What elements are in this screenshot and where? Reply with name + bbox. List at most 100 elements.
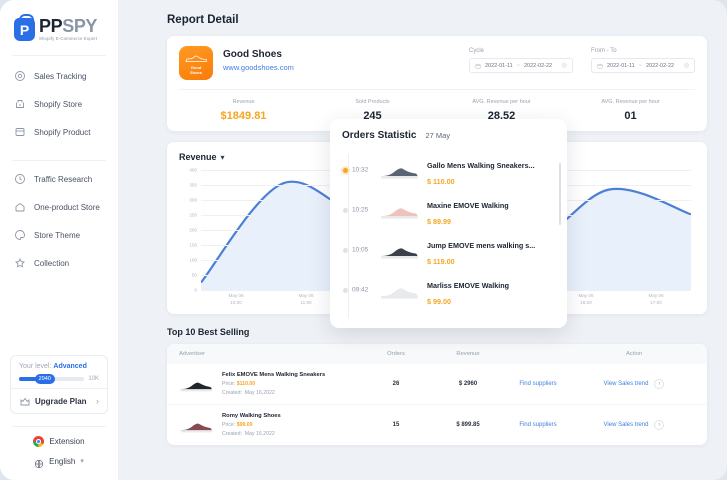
find-suppliers-link[interactable]: Find suppliers xyxy=(519,381,557,388)
order-price: $ 89.99 xyxy=(427,216,451,226)
extension-link[interactable]: Extension xyxy=(0,427,118,456)
order-time: 10:32 xyxy=(352,166,369,174)
sidebar-item-shopify-store[interactable]: Shopify Store xyxy=(0,90,118,118)
plan-progress-max: 10K xyxy=(88,376,99,382)
chrome-icon xyxy=(33,436,45,447)
sidebar-item-store-theme[interactable]: Store Theme xyxy=(0,221,118,249)
product-thumbnail xyxy=(179,414,213,436)
shoe-thumbnail-icon xyxy=(380,288,419,299)
product-info: Felix EMOVE Mens Walking Sneakers Price: … xyxy=(222,372,325,396)
shop-url-link[interactable]: www.goodshoes.com xyxy=(223,63,294,72)
find-suppliers-link[interactable]: Find suppliers xyxy=(519,422,557,429)
sidebar-item-label: Traffic Research xyxy=(34,174,93,184)
chart-y-tick: 250 xyxy=(189,212,197,218)
sidebar-item-label: Shopify Product xyxy=(34,127,91,137)
language-selector[interactable]: English ▾ xyxy=(0,456,118,480)
orders-list: 10:32 Gallo Mens Walking Sneakers... $ 110… xyxy=(342,150,555,318)
order-timeline-dot xyxy=(343,247,348,253)
product-created-line: Created: May 16,2022 xyxy=(222,431,275,438)
logo-spy: SPY xyxy=(62,16,98,36)
extension-label: Extension xyxy=(49,437,85,446)
from-to-date-range-input[interactable]: 2022-01-11 ~ 2022-02-22 ◎ xyxy=(591,58,695,73)
cycle-date-from: 2022-01-11 xyxy=(485,62,513,69)
palette-icon xyxy=(14,229,26,241)
product-price-line: Price: $110.00 xyxy=(222,381,256,388)
order-list-item[interactable]: 10:32 Gallo Mens Walking Sneakers... $ 110… xyxy=(343,150,555,190)
chart-header[interactable]: Revenue ▾ xyxy=(179,152,695,162)
shoe-thumbnail-icon xyxy=(180,382,213,392)
chevron-right-icon: › xyxy=(96,396,99,406)
sidebar-item-traffic-research[interactable]: Traffic Research xyxy=(0,161,118,193)
product-name: Romy Walking Shoes xyxy=(222,413,281,420)
plan-card: Your level: Advanced 2940 10K Upgrade Pl… xyxy=(10,355,108,414)
chart-x-tick: May 06 17:00 xyxy=(648,293,664,305)
plan-progress-section: Your level: Advanced 2940 10K xyxy=(11,356,107,388)
target-icon xyxy=(14,70,26,82)
order-timeline-dot xyxy=(343,287,348,293)
plan-progress-fill xyxy=(19,377,39,381)
stat-label: AVG. Revenue per hour xyxy=(601,99,660,105)
from-to-date-to: 2022-02-22 xyxy=(645,62,675,69)
order-time: 09:42 xyxy=(352,286,369,294)
chart-y-tick: 50 xyxy=(191,272,197,278)
shop-header-row: Good Shoes Good Shoes www.goodshoes.com … xyxy=(179,46,695,80)
page-title: Report Detail xyxy=(167,14,239,26)
order-list-item[interactable]: 10:25 Maxine EMOVE Walking $ 89.99 xyxy=(343,190,555,230)
shoe-icon xyxy=(185,55,207,62)
order-list-item[interactable]: 09:42 Marliss EMOVE Walking $ 99.00 xyxy=(343,270,555,310)
cycle-date-range-input[interactable]: 2022-01-11 ~ 2022-02-22 ◎ xyxy=(469,58,573,73)
app-logo[interactable]: PPSPY Shopify E-Commerce Expert xyxy=(0,0,118,41)
cell-orders: 26 xyxy=(392,381,400,388)
orders-timeline xyxy=(348,154,349,318)
action-cell: View Sales trend › xyxy=(573,420,695,431)
chevron-right-icon[interactable]: › xyxy=(654,420,665,431)
chart-y-tick: 150 xyxy=(189,242,197,248)
shop-tile-text: Good Shoes xyxy=(190,65,202,75)
chart-x-tick: May 06 10:00 xyxy=(228,293,244,305)
table-header-row: Advertiser Orders Revenue Action xyxy=(167,344,707,365)
product-price: $99.00 xyxy=(236,422,253,429)
action-cell: View Sales trend › xyxy=(573,379,695,390)
calendar-icon xyxy=(475,63,481,69)
from-to-label: From - To xyxy=(591,48,617,54)
order-text: Maxine EMOVE Walking $ 89.99 xyxy=(427,195,509,226)
stat-value: $1849.81 xyxy=(220,110,267,122)
order-time: 10:05 xyxy=(352,246,369,254)
from-to-date-from: 2022-01-11 xyxy=(607,62,635,69)
view-sales-trend-link[interactable]: View Sales trend xyxy=(603,381,649,388)
order-timeline-dot xyxy=(343,167,348,173)
sidebar-item-collection[interactable]: Collection xyxy=(0,249,118,277)
upgrade-plan-button[interactable]: Upgrade Plan › xyxy=(11,389,107,413)
crown-icon xyxy=(19,396,30,406)
from-to-date-separator: ~ xyxy=(638,62,642,69)
shop-tile-line1: Good xyxy=(190,64,202,70)
view-sales-trend-link[interactable]: View Sales trend xyxy=(603,422,649,429)
logo-pp: PP xyxy=(39,16,63,36)
product-name: Felix EMOVE Mens Walking Sneakers xyxy=(222,372,326,379)
sidebar-item-shopify-product[interactable]: Shopify Product xyxy=(0,118,118,146)
language-label: English xyxy=(49,456,76,466)
clear-icon[interactable]: ◎ xyxy=(561,63,567,69)
table-row[interactable]: Felix EMOVE Mens Walking Sneakers Price: … xyxy=(167,364,707,404)
chevron-right-icon[interactable]: › xyxy=(654,379,665,390)
plan-bar-row: 2940 10K xyxy=(19,374,99,385)
order-list-item[interactable]: 10:05 Jump EMOVE mens walking s... $ 119.0… xyxy=(343,230,555,270)
stat-value: 01 xyxy=(624,110,637,122)
sidebar-item-one-product-store[interactable]: One-product Store xyxy=(0,193,118,221)
chevron-down-icon[interactable]: ▾ xyxy=(220,152,225,162)
order-product-thumbnail xyxy=(379,197,419,223)
stat-avg-revenue-per-hour-2: AVG. Revenue per hour 01 xyxy=(566,99,695,122)
chart-title: Revenue xyxy=(179,152,217,162)
sidebar-divider-mid xyxy=(12,160,106,162)
chart-y-tick: 300 xyxy=(189,197,197,203)
sidebar-item-sales-tracking[interactable]: Sales Tracking xyxy=(0,62,118,90)
plan-level-label: Your level: xyxy=(19,363,52,370)
column-header-revenue: Revenue xyxy=(456,351,480,358)
plan-progress-badge: 2940 xyxy=(34,374,55,385)
table-row[interactable]: Romy Walking Shoes Price: $99.00 Created: … xyxy=(167,404,707,445)
chart-y-tick: 100 xyxy=(189,257,197,263)
stat-label: Revenue xyxy=(232,99,255,105)
clear-icon[interactable]: ◎ xyxy=(683,63,689,69)
sidebar-spacer xyxy=(0,277,118,355)
orders-scrollbar[interactable] xyxy=(559,163,561,225)
